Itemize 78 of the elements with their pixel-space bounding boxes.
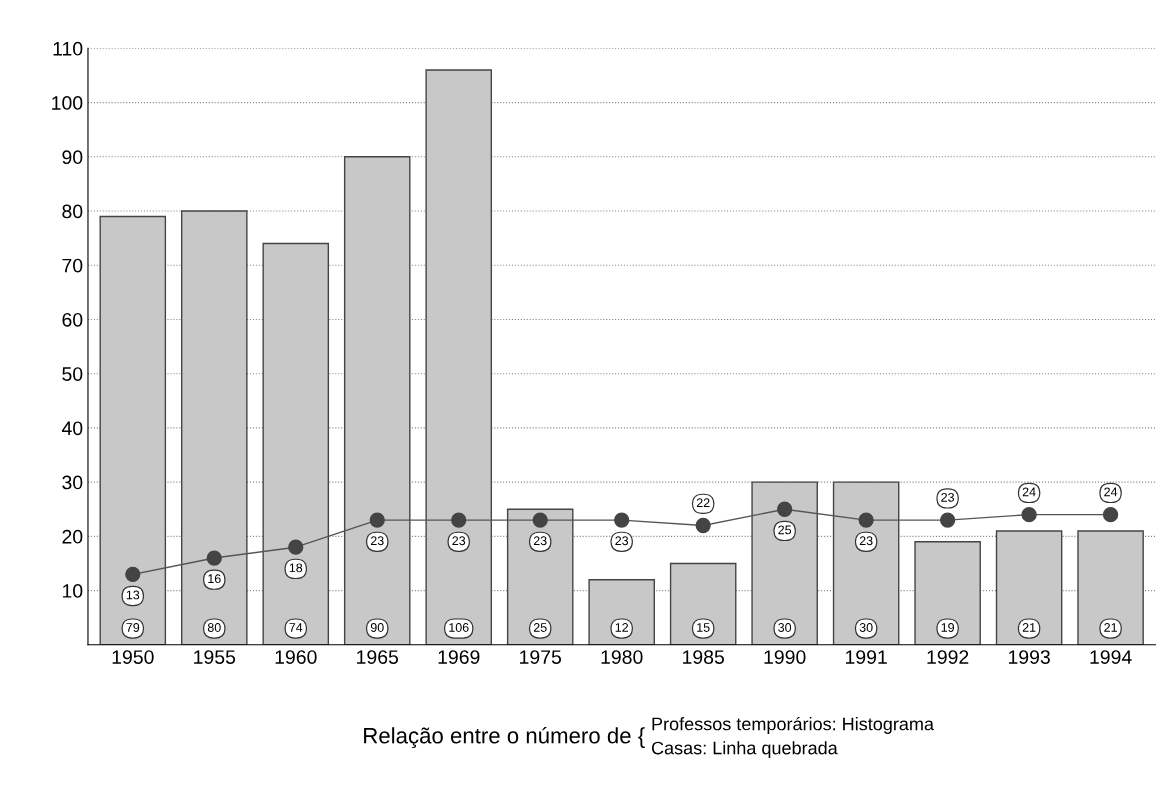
bar [751, 481, 818, 645]
data-label: 16 [208, 574, 221, 584]
data-label: 23 [370, 536, 384, 546]
data-label: 23 [533, 536, 547, 546]
x-tick-label: 1950 [112, 650, 154, 664]
point [939, 512, 956, 528]
x-tick-label: 1980 [601, 650, 643, 664]
data-label: 79 [126, 623, 140, 632]
point [1021, 507, 1037, 523]
data-label: 24 [1104, 487, 1118, 497]
data-label: 23 [941, 492, 955, 502]
x-tick-label: 1992 [927, 650, 969, 664]
bar [669, 562, 737, 645]
data-label: 15 [697, 623, 710, 632]
y-tick-label: 60 [62, 312, 83, 327]
data-label: 25 [533, 623, 547, 632]
bar [343, 156, 411, 645]
bar [425, 69, 493, 645]
data-label: 13 [126, 590, 140, 600]
point [451, 512, 467, 528]
y-tick-label: 90 [62, 150, 83, 165]
y-tick-label: 110 [53, 41, 83, 56]
y-tick-label: 10 [62, 584, 83, 598]
text: Relação entre o número de { [364, 726, 645, 749]
data-label: 25 [778, 525, 792, 535]
bar [1077, 530, 1144, 645]
y-tick-label: 70 [62, 258, 83, 273]
data-label: 12 [615, 623, 629, 632]
data-label: 90 [370, 623, 384, 632]
y-tick-label: 50 [62, 367, 83, 381]
data-label: 106 [449, 623, 469, 632]
data-label: 21 [1104, 623, 1117, 632]
data-label: 30 [778, 623, 792, 632]
y-tick-label: 100 [52, 96, 83, 110]
data-label: 23 [452, 536, 466, 546]
x-tick-label: 1991 [846, 650, 887, 664]
text: Professos temporários: Histograma [652, 716, 934, 734]
point [206, 550, 222, 566]
point [1102, 507, 1119, 523]
data-label: 24 [1022, 487, 1036, 497]
point [288, 539, 304, 555]
data-label: 23 [859, 536, 873, 546]
x-tick-label: 1975 [520, 650, 562, 664]
x-tick-label: 1955 [194, 650, 236, 664]
x-tick-label: 1960 [275, 650, 317, 664]
x-tick-label: 1993 [1008, 650, 1050, 664]
x-tick-label: 1969 [438, 650, 480, 664]
y-tick-label: 20 [62, 529, 83, 544]
bar [588, 579, 655, 645]
x-tick-label: 1965 [357, 650, 399, 664]
data-label: 74 [289, 623, 303, 632]
bar [832, 481, 900, 645]
x-tick-label: 1990 [764, 650, 806, 664]
y-tick-label: 30 [62, 475, 83, 490]
x-tick-label: 1985 [683, 650, 724, 664]
point [532, 512, 548, 528]
data-label: 23 [615, 536, 629, 546]
point [369, 512, 385, 528]
data-label: 80 [207, 623, 221, 632]
data-label: 30 [859, 623, 873, 632]
data-label: 21 [1022, 623, 1036, 632]
data-label: 18 [289, 563, 303, 573]
bar [262, 242, 330, 645]
bar [180, 210, 248, 645]
point [777, 501, 793, 517]
point [614, 512, 630, 528]
data-label: 19 [941, 623, 954, 632]
point [695, 517, 711, 534]
bar [99, 215, 167, 645]
data-label: 22 [696, 498, 710, 508]
bar [914, 541, 981, 645]
point [858, 512, 874, 528]
y-tick-label: 80 [62, 204, 83, 219]
text: Casas: Linha quebrada [651, 741, 838, 758]
bar [995, 530, 1063, 645]
point [125, 566, 141, 582]
y-tick-label: 40 [61, 421, 83, 436]
x-tick-label: 1994 [1090, 650, 1132, 664]
